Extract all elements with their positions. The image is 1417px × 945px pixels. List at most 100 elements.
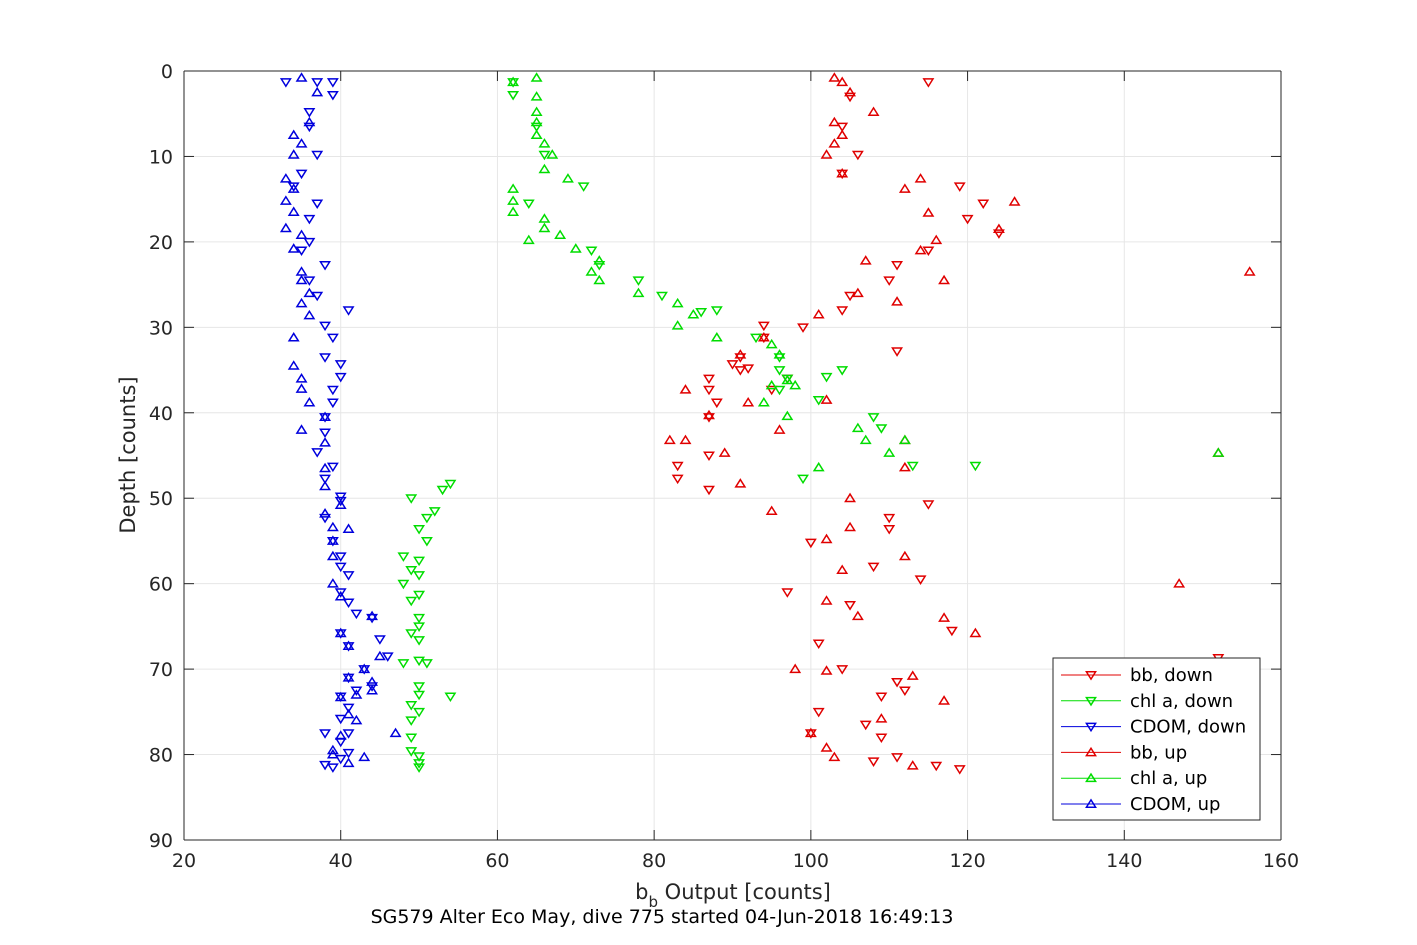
data-point: [295, 424, 308, 434]
data-point: [914, 575, 927, 585]
y-tick-label: 30: [149, 317, 173, 339]
data-point: [538, 213, 551, 223]
data-point: [922, 500, 935, 510]
data-point: [295, 246, 308, 256]
data-point: [828, 751, 841, 762]
data-point: [366, 682, 379, 692]
data-point: [319, 474, 331, 485]
data-point: [812, 461, 825, 472]
legend-label: CDOM, down: [1130, 717, 1246, 738]
data-point: [585, 266, 598, 276]
data-point: [828, 138, 841, 148]
data-point: [342, 571, 355, 581]
data-point: [326, 521, 339, 532]
data-point: [836, 76, 849, 87]
data-point: [718, 447, 731, 457]
data-point: [358, 663, 371, 674]
data-point: [373, 650, 386, 661]
data-point: [765, 505, 778, 516]
data-point: [632, 287, 645, 298]
data-point: [413, 613, 426, 624]
data-point: [538, 163, 551, 174]
data-point: [867, 757, 880, 767]
data-point: [703, 409, 715, 420]
data-point: [585, 246, 598, 256]
x-tick-label: 160: [1263, 850, 1299, 872]
data-point: [436, 485, 449, 496]
data-point: [287, 206, 300, 216]
data-point: [334, 562, 347, 573]
data-point: [656, 291, 668, 302]
data-point: [836, 129, 849, 140]
data-point: [844, 92, 856, 103]
data-point: [859, 720, 872, 731]
x-axis-label-main: b: [635, 880, 648, 904]
data-point: [632, 276, 645, 286]
data-point: [789, 379, 802, 390]
data-point: [922, 246, 935, 256]
data-point: [405, 629, 418, 639]
legend-marker: [1085, 671, 1097, 681]
data-point: [750, 333, 762, 344]
data-point: [844, 521, 856, 532]
data-point: [295, 373, 308, 383]
data-point: [867, 106, 880, 116]
data-point: [757, 321, 770, 332]
x-tick-label: 80: [642, 850, 666, 872]
data-point: [961, 214, 974, 225]
data-point: [734, 478, 747, 488]
data-point: [891, 296, 904, 306]
data-point: [342, 703, 355, 714]
data-point: [797, 323, 809, 333]
data-point: [875, 424, 888, 434]
data-point: [742, 364, 755, 374]
data-point: [836, 366, 849, 376]
x-tick-label: 60: [485, 850, 509, 872]
data-point: [820, 533, 833, 544]
data-point: [836, 306, 849, 316]
data-point: [413, 682, 426, 692]
data-point: [350, 689, 363, 699]
data-point: [765, 385, 778, 396]
data-point: [804, 727, 817, 738]
data-point: [319, 729, 331, 739]
data-point: [734, 366, 747, 376]
y-tick-label: 90: [149, 830, 173, 852]
data-point: [703, 451, 715, 462]
data-point: [812, 707, 825, 718]
data-point: [279, 195, 292, 205]
data-point: [326, 535, 339, 545]
data-point: [413, 556, 426, 567]
data-point: [334, 372, 347, 383]
data-point: [781, 374, 794, 385]
data-point: [891, 260, 904, 271]
data-point: [742, 396, 755, 407]
data-point: [898, 434, 911, 445]
data-point: [875, 733, 888, 744]
data-point: [342, 640, 355, 651]
y-tick-label: 60: [149, 574, 173, 596]
data-point: [342, 708, 355, 719]
data-point: [992, 223, 1005, 234]
data-point: [342, 672, 355, 682]
y-tick-label: 10: [149, 146, 173, 168]
data-point: [812, 308, 825, 319]
data-point: [710, 332, 723, 342]
data-point: [342, 306, 355, 316]
data-point: [773, 385, 786, 396]
data-point: [507, 183, 520, 193]
data-point: [507, 206, 520, 216]
data-point: [507, 195, 520, 205]
data-point: [1212, 447, 1225, 457]
data-point: [820, 665, 833, 675]
data-point: [797, 474, 809, 485]
data-point: [781, 588, 794, 598]
legend-marker: [1085, 746, 1097, 757]
data-point: [554, 229, 567, 240]
data-point: [891, 753, 904, 763]
data-point: [883, 513, 896, 524]
series-1: [397, 78, 982, 773]
data-point: [765, 338, 778, 349]
data-point: [522, 199, 535, 209]
data-point: [561, 173, 574, 183]
